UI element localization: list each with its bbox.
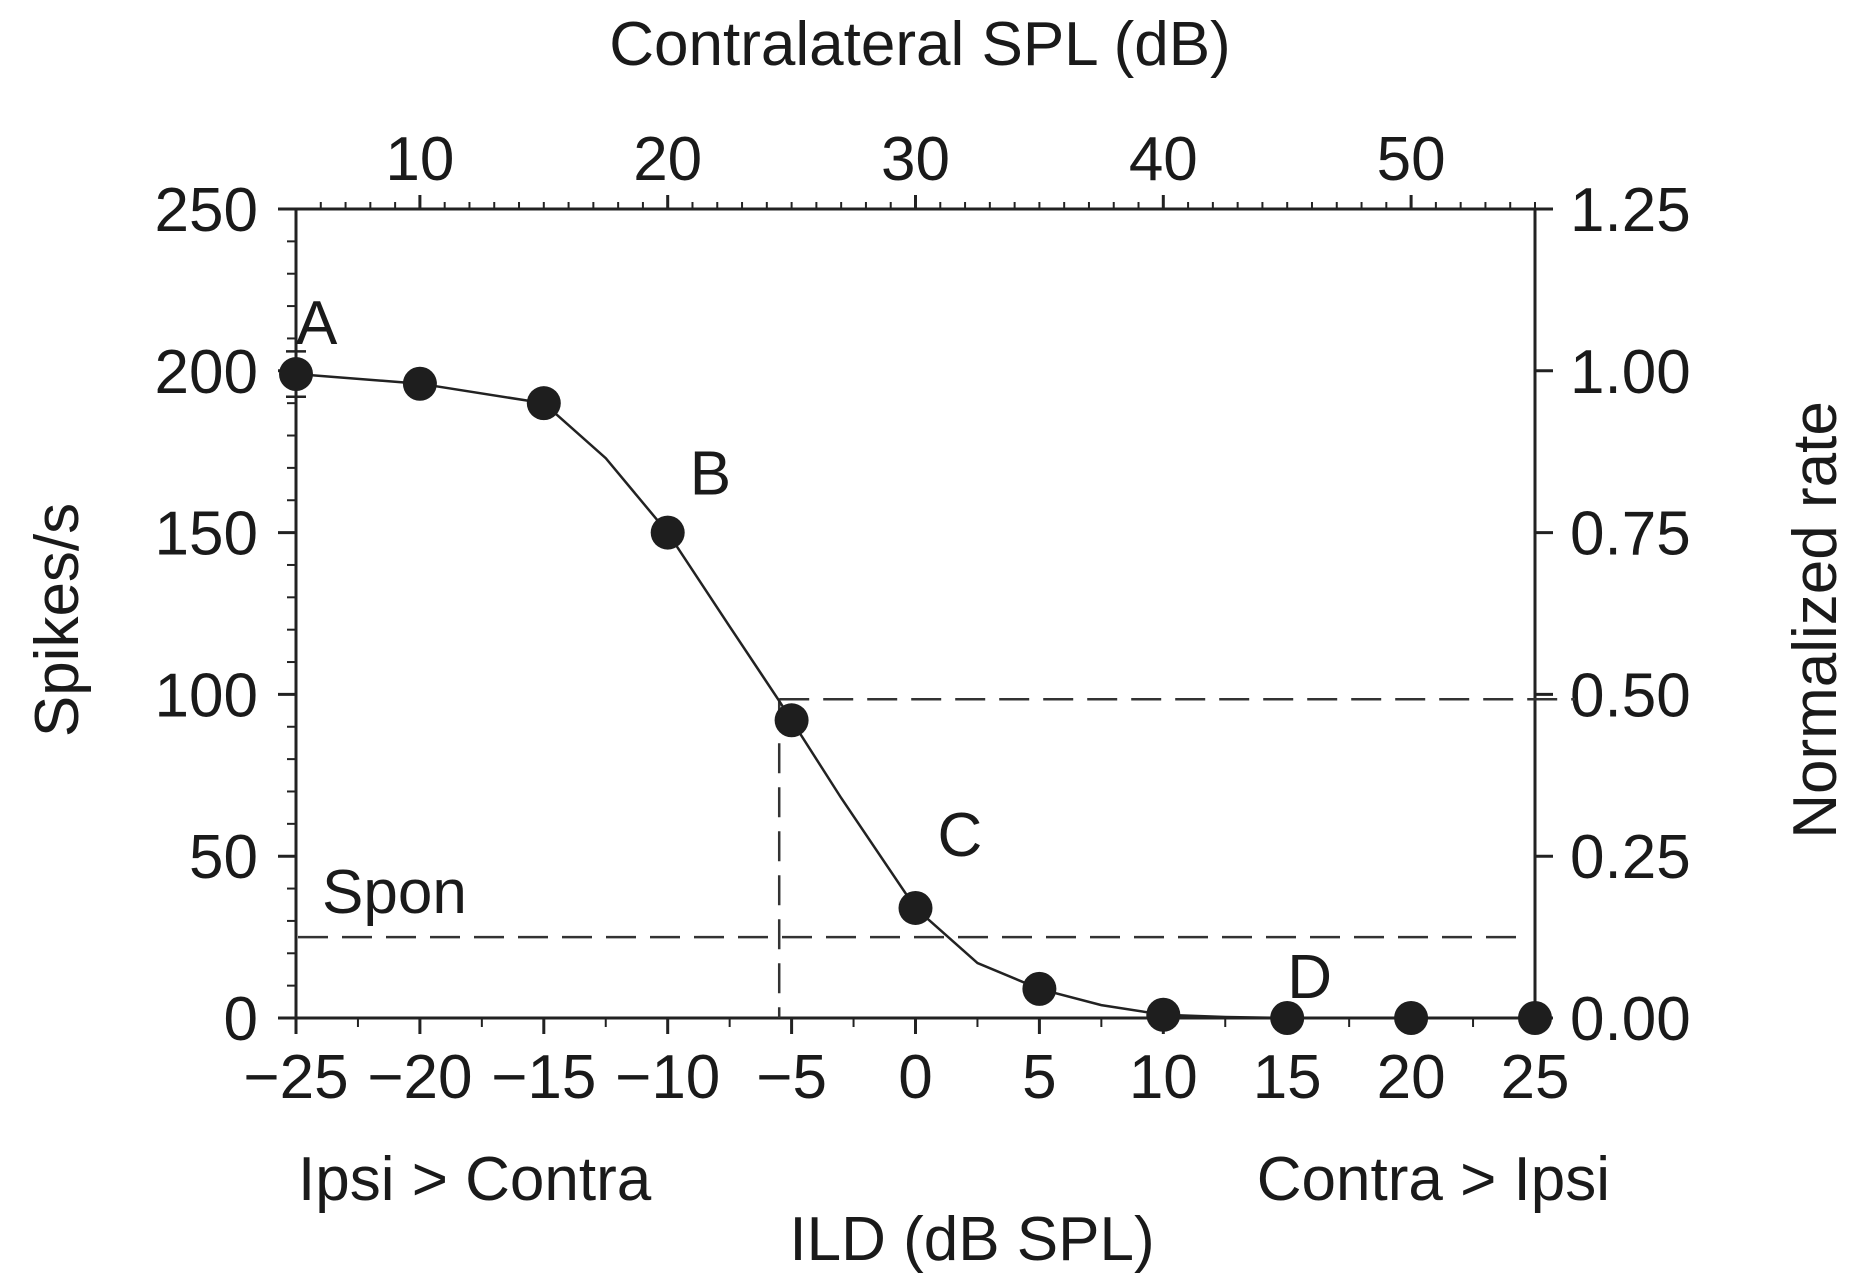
x-tick-label: −5 <box>756 1043 827 1112</box>
annotation-a: A <box>296 289 338 358</box>
data-point <box>279 357 313 392</box>
x-tick-label: 15 <box>1253 1043 1322 1112</box>
data-point <box>1394 1001 1429 1035</box>
tick-labels: −25 −20 −15 −10 −5 0 5 10 15 20 25 10 20 30 40 50 0 50 100… <box>155 125 1691 1112</box>
data-point <box>1270 1001 1305 1035</box>
x-tick-label: −20 <box>367 1043 472 1112</box>
right-tick-label: 0.25 <box>1570 823 1691 892</box>
left-tick-label: 100 <box>155 661 258 730</box>
annotation-c: C <box>938 801 983 870</box>
x-tick-label: 20 <box>1377 1043 1446 1112</box>
data-point <box>1518 1001 1552 1035</box>
x-axis-left-note: Ipsi > Contra <box>298 1145 652 1214</box>
left-tick-label: 200 <box>155 338 258 407</box>
annotation-d: D <box>1287 943 1332 1012</box>
top-tick-label: 10 <box>385 125 454 194</box>
top-tick-label: 50 <box>1377 125 1446 194</box>
left-tick-label: 150 <box>155 500 258 569</box>
annotation-b: B <box>690 440 731 509</box>
data-point <box>1022 971 1057 1006</box>
spon-label: Spon <box>322 858 467 927</box>
x-tick-label: −15 <box>491 1043 596 1112</box>
left-axis-title: Spikes/s <box>23 503 92 737</box>
x-tick-label: 5 <box>1022 1043 1056 1112</box>
x-tick-label: −25 <box>243 1043 348 1112</box>
right-tick-label: 0.75 <box>1570 500 1691 569</box>
top-tick-label: 20 <box>633 125 702 194</box>
data-point <box>526 386 561 421</box>
data-point <box>402 366 437 401</box>
x-tick-label: −10 <box>615 1043 720 1112</box>
x-axis-right-note: Contra > Ipsi <box>1257 1145 1610 1214</box>
reference-lines <box>298 698 1575 1018</box>
data-point <box>774 703 809 738</box>
data-point <box>898 890 933 925</box>
right-tick-label: 0.50 <box>1570 661 1691 730</box>
left-tick-label: 50 <box>189 823 258 892</box>
right-tick-label: 1.00 <box>1570 338 1691 407</box>
data-point <box>1146 997 1181 1032</box>
right-tick-label: 1.25 <box>1570 176 1691 245</box>
right-tick-label: 0.00 <box>1570 985 1691 1054</box>
left-tick-label: 0 <box>224 985 258 1054</box>
x-tick-label: 0 <box>898 1043 932 1112</box>
left-tick-label: 250 <box>155 176 258 245</box>
data-point <box>650 515 685 550</box>
point-annotations: A B C D <box>296 289 1332 1012</box>
right-axis-title: Normalized rate <box>1781 401 1850 839</box>
top-tick-label: 40 <box>1129 125 1198 194</box>
x-tick-label: 25 <box>1501 1043 1570 1112</box>
top-tick-label: 30 <box>881 125 950 194</box>
data-points <box>279 350 1552 1035</box>
x-tick-label: 10 <box>1129 1043 1198 1112</box>
top-axis-title: Contralateral SPL (dB) <box>609 10 1230 79</box>
x-axis-title: ILD (dB SPL) <box>789 1205 1154 1274</box>
